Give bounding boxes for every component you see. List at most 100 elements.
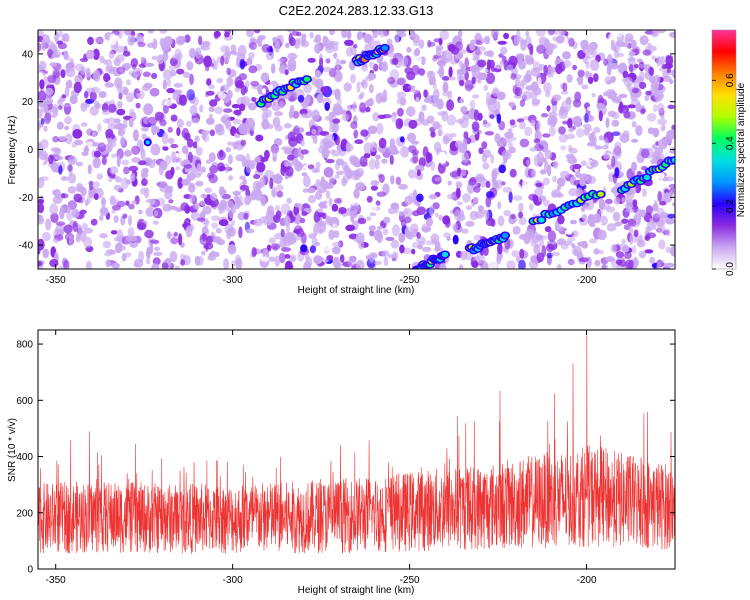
spectrogram-cell [631,161,637,172]
spectrogram-cell [196,163,202,172]
spectrogram-cell [631,121,637,128]
spectrogram-cell [448,66,453,78]
spectrogram-cell [335,70,342,82]
spectrogram-cell [223,163,230,174]
spectrogram-cell [278,100,285,109]
spectrogram-cell [633,229,639,238]
spectrogram-cell [484,209,490,221]
spectrogram-cell [335,170,345,175]
spectrogram-cell [503,209,512,217]
spectrogram-cell [455,140,463,149]
spectrogram-cell [287,131,296,142]
spectrogram-cell [530,169,537,178]
spectrogram-cell [479,235,486,241]
spectrogram-cell [535,234,544,241]
spectrogram-cell [287,154,295,161]
spectrogram-cell [472,94,480,99]
spectrogram-cell [640,108,646,114]
y-tick-label: 20 [22,97,34,108]
spectrogram-cell [251,96,257,102]
spectrogram-cell [87,164,92,175]
spectrogram-cell [178,233,183,246]
spectrogram-cell [242,178,247,185]
spectrogram-cell [510,213,516,220]
spectrogram-cell [621,197,626,204]
spectrogram-cell [261,107,268,112]
spectrogram-cell [577,69,585,78]
spectrogram-cell [331,223,338,232]
spectrogram-cell [398,32,407,38]
spectrogram-cell [645,90,652,96]
spectrogram-cell [628,226,634,235]
spectrogram-cell [579,179,586,187]
spectrogram-cell [297,163,304,168]
spectrogram-cell [397,107,404,117]
spectrogram-cell [51,181,60,189]
spectrogram-cell [201,251,206,256]
spectrogram-cell [60,69,66,78]
spectrogram-cell [203,55,213,68]
spectrogram-cell [208,113,213,122]
spectrogram-cell [472,49,481,59]
spectrogram-cell [612,147,622,159]
spectrogram-cell [60,176,69,181]
spectrogram-cell [654,74,661,83]
spectrogram-cell [642,187,647,198]
spectrogram-cell [344,39,354,46]
spectrogram-cell [335,58,341,70]
spectrogram-cell [568,127,574,133]
spectrogram-cell [449,146,459,156]
spectrogram-cell [215,228,222,234]
spectrogram-cell [477,59,487,68]
spectrogram-cell [376,225,384,230]
spectrogram-cell [43,125,48,132]
spectrogram-cell [368,225,376,232]
spectrogram-cell [378,174,385,183]
spectrogram-cell [369,230,375,237]
spectrogram-cell [245,228,255,234]
spectrogram-cell [325,190,331,199]
colorbar-tick-label: 0.2 [725,199,736,213]
spectrogram-cell [176,68,185,75]
spectrogram-cell [357,217,367,225]
spectrogram-cell [167,231,172,240]
spectrogram-cell [128,203,135,210]
spectrogram-cell [145,207,155,217]
spectrogram-cell [611,131,621,136]
spectrogram-cell [90,218,98,226]
spectrogram-cell [124,252,132,258]
spectrogram-cell [162,79,167,90]
spectrogram-cell [597,229,607,241]
spectrogram-cell [533,87,542,96]
spectrogram-cell [79,209,87,215]
spectrogram-cell [656,56,662,67]
spectrogram-cell [259,227,266,235]
spectrogram-cell [485,196,492,208]
spectrogram-cell [508,191,513,204]
spectrogram-cell [138,250,145,263]
spectrogram-cell [413,55,423,66]
spectrogram-cell [186,138,194,148]
spectrogram-cell [359,155,368,167]
spectrogram-cell [497,242,503,255]
spectrogram-cell [512,195,523,201]
spectrogram-cell [433,141,442,153]
spectrogram-cell [398,211,405,217]
spectrogram-cell [572,64,577,71]
spectrogram-cell [452,234,459,245]
spectrogram-cell [280,203,291,215]
spectrogram-cell [615,259,623,265]
colorbar-frame [711,29,737,270]
spectrogram-cell [255,134,264,142]
spectrogram-cell [38,177,45,189]
spectrogram-cell [464,80,474,92]
spectrogram-cell [614,141,622,149]
spectrogram-cell [498,120,506,131]
spectrogram-cell [343,82,352,92]
spectrogram-cell [605,198,613,205]
spectrogram-cell [368,83,374,94]
spectrogram-cell [206,78,212,86]
spectrogram-cell [143,167,149,174]
spectrogram-cell [449,55,458,65]
spectrogram-cell [345,47,353,57]
